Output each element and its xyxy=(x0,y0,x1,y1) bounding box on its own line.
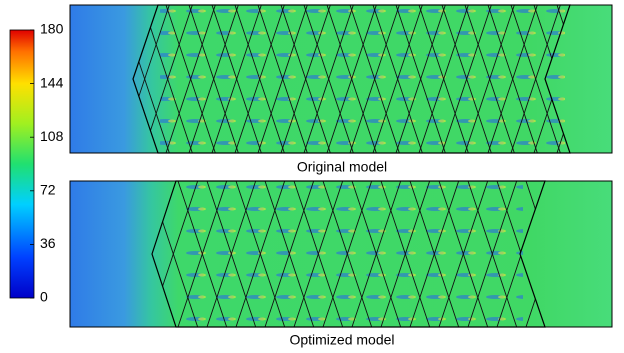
colorbar-tick-label: 180 xyxy=(40,21,64,37)
colorbar-scale xyxy=(10,30,34,298)
panel-label: Original model xyxy=(297,159,387,175)
panel-optimized: Optimized model xyxy=(4,181,624,348)
panel-original: Original model xyxy=(0,5,624,175)
colorbar-tick-label: 0 xyxy=(40,289,48,305)
field-texture xyxy=(178,181,523,327)
field-texture xyxy=(160,5,565,153)
figure: 0 36 72 108 144 180 Original model Optimized … xyxy=(0,0,624,353)
page: {"chart_data": {"type": "heatmap", "clim… xyxy=(0,0,624,353)
lattice-line xyxy=(613,181,624,327)
colorbar: 0 36 72 108 144 180 xyxy=(10,21,64,305)
lattice-line xyxy=(613,181,624,327)
panel-label: Optimized model xyxy=(289,332,394,348)
colorbar-tick-label: 108 xyxy=(40,128,64,144)
colorbar-tick-label: 144 xyxy=(40,74,64,90)
colorbar-tick-label: 36 xyxy=(40,235,56,251)
colorbar-tick-label: 72 xyxy=(40,182,56,198)
